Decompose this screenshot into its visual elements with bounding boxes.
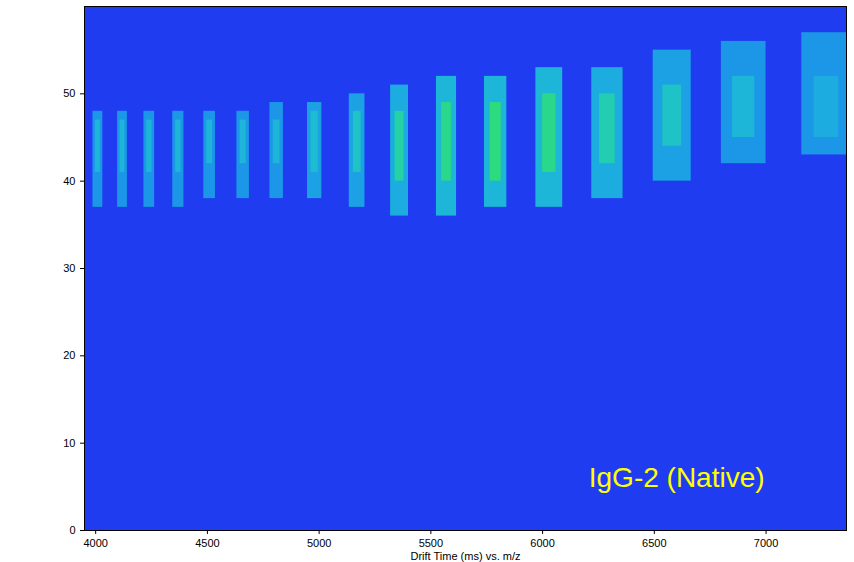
svg-text:50: 50: [63, 87, 75, 99]
svg-text:6000: 6000: [530, 537, 554, 549]
svg-text:30: 30: [63, 262, 75, 274]
svg-text:10: 10: [63, 437, 75, 449]
svg-text:4000: 4000: [83, 537, 107, 549]
svg-text:5500: 5500: [419, 537, 443, 549]
svg-text:7000: 7000: [754, 537, 778, 549]
svg-text:6500: 6500: [642, 537, 666, 549]
svg-text:5000: 5000: [307, 537, 331, 549]
svg-text:0: 0: [69, 524, 75, 536]
svg-text:4500: 4500: [195, 537, 219, 549]
svg-text:20: 20: [63, 349, 75, 361]
svg-text:Drift Time (ms) vs. m/z: Drift Time (ms) vs. m/z: [411, 550, 521, 562]
svg-text:40: 40: [63, 175, 75, 187]
svg-text:IgG-2 (Native): IgG-2 (Native): [589, 462, 765, 493]
